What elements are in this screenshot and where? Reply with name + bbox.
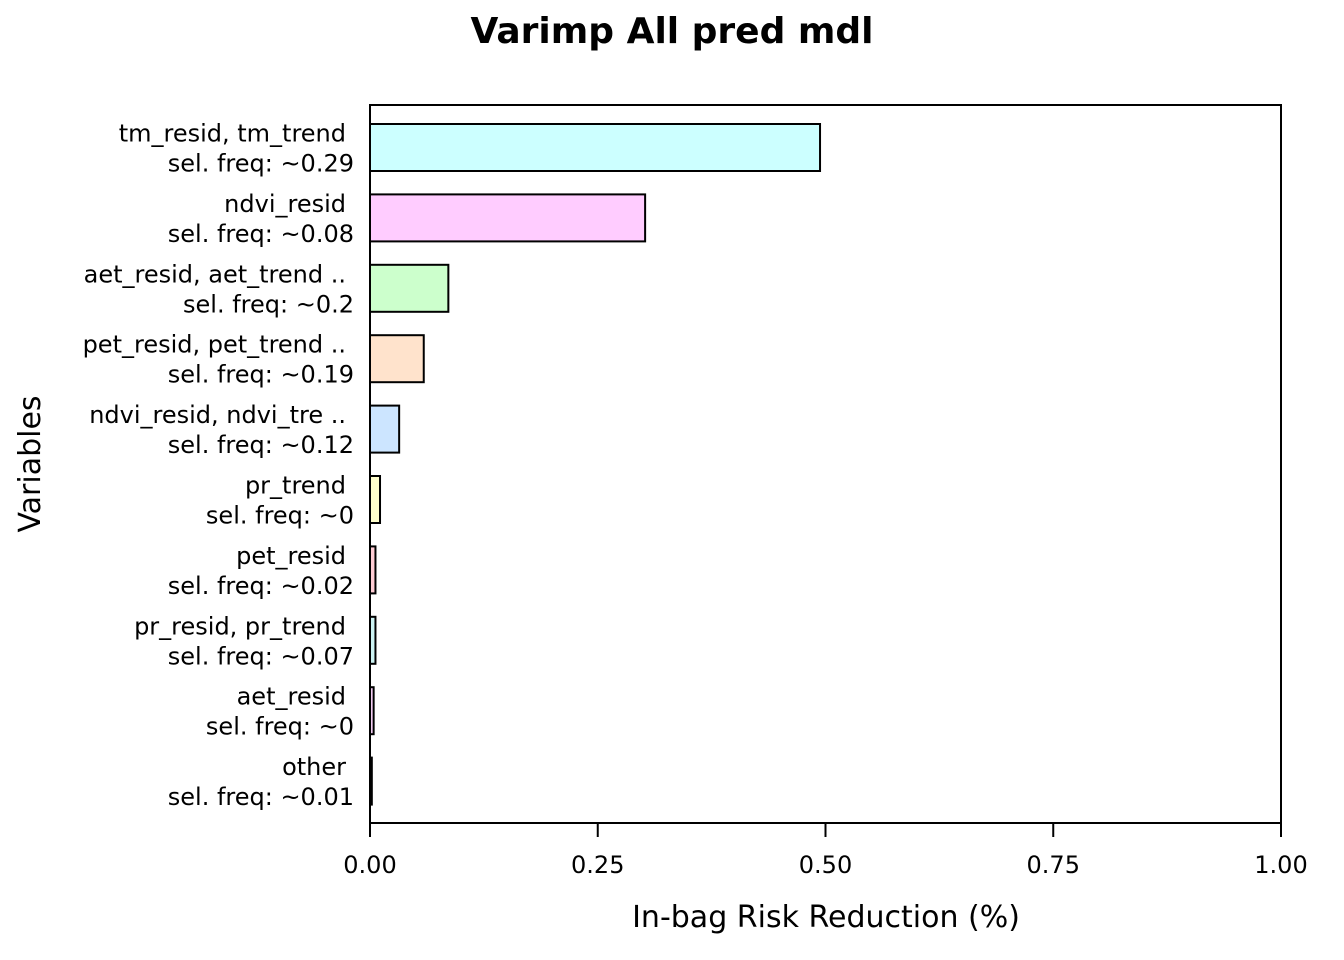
chart-title: Varimp All pred mdl: [470, 11, 873, 52]
y-tick-freq-label: sel. freq: ~0: [206, 502, 354, 530]
bar: [369, 334, 425, 384]
bar: [369, 615, 377, 665]
x-tick-label: 1.00: [1254, 851, 1307, 879]
y-tick-label: aet_resid: [237, 683, 346, 711]
y-tick-label: aet_resid, aet_trend ..: [84, 260, 346, 288]
x-axis-title: In-bag Risk Reduction (%): [632, 900, 1020, 935]
bar: [369, 404, 401, 454]
x-axis: 0.00 0.25 0.50 0.75 1.00: [343, 822, 1308, 879]
y-tick-label: ndvi_resid: [224, 190, 346, 218]
bar: [369, 123, 822, 172]
y-tick-freq-label: sel. freq: ~0.02: [168, 572, 354, 600]
y-tick-freq-label: sel. freq: ~0.2: [183, 290, 354, 318]
bar: [369, 686, 375, 736]
y-tick-label: pr_trend: [245, 472, 346, 500]
y-tick-freq-label: sel. freq: ~0: [206, 713, 354, 741]
y-tick-label: pr_resid, pr_trend: [134, 612, 346, 640]
x-tick-label: 0.75: [1027, 851, 1080, 879]
y-tick-freq-label: sel. freq: ~0.12: [168, 431, 354, 459]
x-tick-label: 0.00: [343, 851, 396, 879]
y-tick-freq-label: sel. freq: ~0.07: [168, 642, 354, 670]
bar: [369, 263, 450, 313]
x-tick-label: 0.25: [571, 851, 624, 879]
y-tick-freq-label: sel. freq: ~0.08: [168, 220, 354, 248]
y-tick-label: other: [282, 753, 346, 781]
y-tick-label: pet_resid: [236, 542, 346, 570]
bar: [369, 475, 382, 524]
y-tick-freq-label: sel. freq: ~0.29: [168, 150, 354, 178]
y-tick-freq-label: sel. freq: ~0.19: [168, 361, 354, 389]
x-tick-label: 0.50: [799, 851, 852, 879]
y-axis-title: Variables: [13, 395, 48, 532]
y-tick-freq-label: sel. freq: ~0.01: [168, 783, 354, 811]
bar: [369, 545, 377, 595]
y-tick-label: tm_resid, tm_trend: [119, 120, 346, 148]
y-tick-label: ndvi_resid, ndvi_tre ..: [89, 401, 346, 429]
y-tick-label: pet_resid, pet_trend ..: [83, 331, 346, 359]
bars-group: [369, 123, 822, 806]
bar: [369, 193, 647, 243]
bar: [369, 756, 373, 806]
